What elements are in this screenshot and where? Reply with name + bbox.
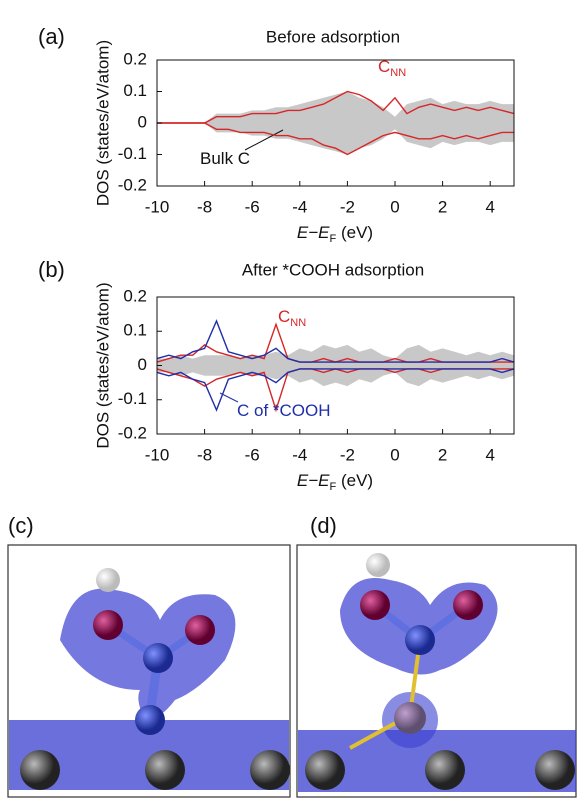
- panel-label: (a): [38, 24, 65, 49]
- series-name: Bulk C: [200, 149, 250, 168]
- series-label: CNN: [378, 57, 406, 78]
- x-tick-label: -8: [197, 197, 212, 216]
- y-tick-label: 0.2: [123, 286, 147, 305]
- series-name-sub: NN: [390, 67, 406, 79]
- y-axis-label: DOS (states/eV/atom): [93, 40, 112, 206]
- panel-c: [8, 545, 290, 797]
- y-tick-label: -0.2: [118, 175, 147, 194]
- x-label-main: E−E: [297, 223, 330, 242]
- series-label: Bulk C: [200, 149, 250, 168]
- x-tick-label: -2: [340, 445, 355, 464]
- series-label: C of *COOH: [237, 401, 331, 420]
- y-tick-label: -0.1: [118, 389, 147, 408]
- x-tick-label: -2: [340, 197, 355, 216]
- y-tick-label: -0.2: [118, 423, 147, 442]
- panel-d: [297, 545, 576, 797]
- x-tick-label: -4: [292, 445, 307, 464]
- panel-label: (d): [310, 513, 337, 538]
- x-tick-label: -6: [245, 445, 260, 464]
- y-tick-label: 0.2: [123, 49, 147, 68]
- panel-label: (b): [38, 257, 65, 282]
- figure: (c) (d) (a) Before adsorption DOS (states/…: [0, 0, 577, 798]
- x-tick-label: 0: [390, 445, 399, 464]
- chart-title: Before adsorption: [266, 27, 400, 46]
- x-axis-label: E−EF (eV): [297, 471, 373, 492]
- series-name: C: [278, 307, 290, 326]
- x-axis-label: E−EF (eV): [297, 223, 373, 244]
- y-tick-label: 0.1: [123, 321, 147, 340]
- series-name-sub: NN: [290, 317, 306, 329]
- chart-title: After *COOH adsorption: [242, 260, 424, 279]
- x-label-main: E−E: [297, 471, 330, 490]
- x-label-unit: (eV): [336, 471, 373, 490]
- y-tick-label: 0: [138, 112, 147, 131]
- y-tick-label: 0.1: [123, 81, 147, 100]
- x-tick-label: -8: [197, 445, 212, 464]
- x-tick-label: 2: [438, 197, 447, 216]
- x-tick-label: -10: [145, 445, 170, 464]
- series-name: C of *COOH: [237, 401, 331, 420]
- x-tick-label: 2: [438, 445, 447, 464]
- x-tick-label: 4: [485, 197, 494, 216]
- x-label-unit: (eV): [336, 223, 373, 242]
- panel-label: (c): [8, 513, 34, 538]
- y-tick-label: 0: [138, 355, 147, 374]
- series-label: CNN: [278, 307, 306, 328]
- y-axis-label: DOS (states/eV/atom): [93, 282, 112, 448]
- x-tick-label: -4: [292, 197, 307, 216]
- x-tick-label: 4: [485, 445, 494, 464]
- x-tick-label: -10: [145, 197, 170, 216]
- leader-line: [220, 393, 238, 402]
- x-tick-label: 0: [390, 197, 399, 216]
- dos-area: [157, 92, 514, 124]
- y-tick-label: -0.1: [118, 144, 147, 163]
- x-tick-label: -6: [245, 197, 260, 216]
